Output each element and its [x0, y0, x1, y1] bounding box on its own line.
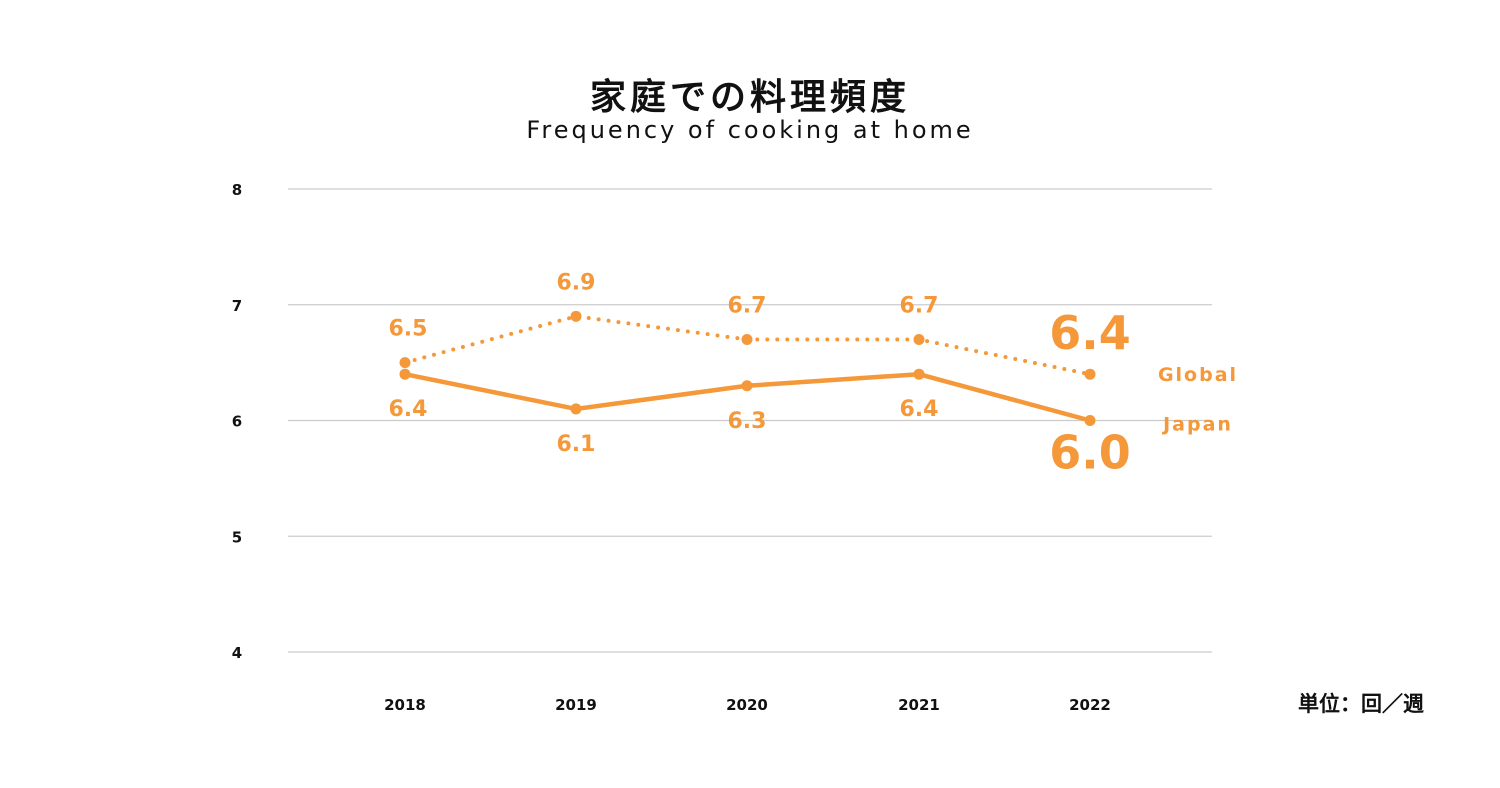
data-label-global: 6.7: [728, 293, 767, 318]
x-tick-label: 2022: [1069, 696, 1111, 714]
data-point-japan: [570, 403, 582, 415]
data-label-japan: 6.1: [557, 432, 596, 457]
data-label-global: 6.9: [557, 270, 596, 295]
x-tick-label: 2020: [726, 696, 768, 714]
data-label-japan: 6.4: [389, 397, 428, 422]
data-point-japan: [399, 368, 411, 380]
data-label-japan: 6.0: [1049, 426, 1131, 480]
unit-label: 単位：回／週: [1298, 692, 1424, 716]
data-point-japan: [741, 380, 753, 392]
data-point-global: [741, 333, 753, 345]
data-label-global: 6.4: [1049, 306, 1131, 360]
x-tick-label: 2021: [898, 696, 940, 714]
data-label-global: 6.7: [900, 293, 939, 318]
data-point-global: [399, 357, 411, 369]
x-tick-label: 2018: [384, 696, 426, 714]
data-label-japan: 6.3: [728, 409, 767, 434]
y-tick-label: 8: [232, 181, 242, 199]
data-point-global: [913, 333, 925, 345]
chart-subtitle: Frequency of cooking at home: [526, 116, 974, 144]
y-tick-label: 7: [232, 297, 242, 315]
series-name-japan: Japan: [1161, 414, 1233, 436]
data-point-global: [570, 310, 582, 322]
series-line-global: [403, 314, 1092, 377]
series-name-global: Global: [1158, 364, 1238, 386]
y-tick-label: 5: [232, 528, 242, 546]
data-point-japan: [1084, 415, 1096, 426]
data-label-japan: 6.4: [900, 397, 939, 422]
chart-title: 家庭での料理頻度: [589, 77, 910, 118]
x-tick-label: 2019: [555, 696, 597, 714]
y-tick-label: 4: [232, 644, 242, 662]
y-tick-label: 6: [232, 413, 242, 431]
data-point-global: [1084, 368, 1096, 380]
data-label-global: 6.5: [389, 317, 428, 342]
data-point-japan: [913, 368, 925, 380]
